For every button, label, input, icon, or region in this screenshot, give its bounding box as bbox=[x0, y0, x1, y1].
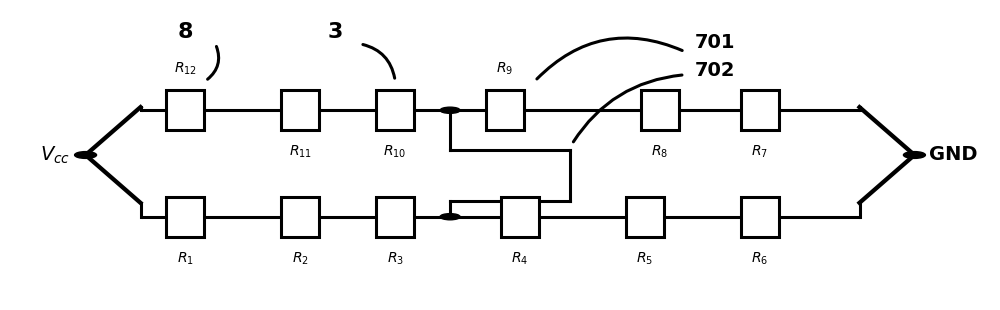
Circle shape bbox=[440, 107, 460, 113]
Text: $R_{8}$: $R_{8}$ bbox=[651, 144, 668, 160]
Text: $R_{2}$: $R_{2}$ bbox=[292, 250, 309, 267]
Text: 8: 8 bbox=[178, 22, 193, 42]
Circle shape bbox=[903, 152, 925, 158]
Circle shape bbox=[440, 214, 460, 220]
Text: $R_{3}$: $R_{3}$ bbox=[387, 250, 404, 267]
Text: $R_{12}$: $R_{12}$ bbox=[174, 60, 197, 77]
Text: 702: 702 bbox=[695, 61, 735, 80]
Bar bbox=[376, 197, 414, 237]
Bar bbox=[281, 90, 319, 130]
Text: $R_{6}$: $R_{6}$ bbox=[751, 250, 768, 267]
Text: $R_{9}$: $R_{9}$ bbox=[496, 60, 514, 77]
Bar bbox=[281, 197, 319, 237]
Text: 3: 3 bbox=[328, 22, 343, 42]
Text: $R_{5}$: $R_{5}$ bbox=[636, 250, 653, 267]
Bar bbox=[501, 197, 539, 237]
Text: $V_{cc}$: $V_{cc}$ bbox=[40, 144, 71, 166]
Text: $R_{10}$: $R_{10}$ bbox=[383, 144, 407, 160]
Bar bbox=[486, 90, 524, 130]
Bar bbox=[741, 90, 779, 130]
Text: $R_{1}$: $R_{1}$ bbox=[177, 250, 194, 267]
Bar bbox=[641, 90, 679, 130]
Text: $R_{7}$: $R_{7}$ bbox=[751, 144, 768, 160]
Bar bbox=[741, 197, 779, 237]
Text: $R_{4}$: $R_{4}$ bbox=[511, 250, 529, 267]
Text: 701: 701 bbox=[695, 33, 735, 52]
Text: GND: GND bbox=[929, 145, 978, 165]
Circle shape bbox=[75, 152, 97, 158]
Bar bbox=[166, 90, 204, 130]
Bar bbox=[166, 197, 204, 237]
Text: $R_{11}$: $R_{11}$ bbox=[289, 144, 312, 160]
Bar bbox=[376, 90, 414, 130]
Bar bbox=[626, 197, 664, 237]
